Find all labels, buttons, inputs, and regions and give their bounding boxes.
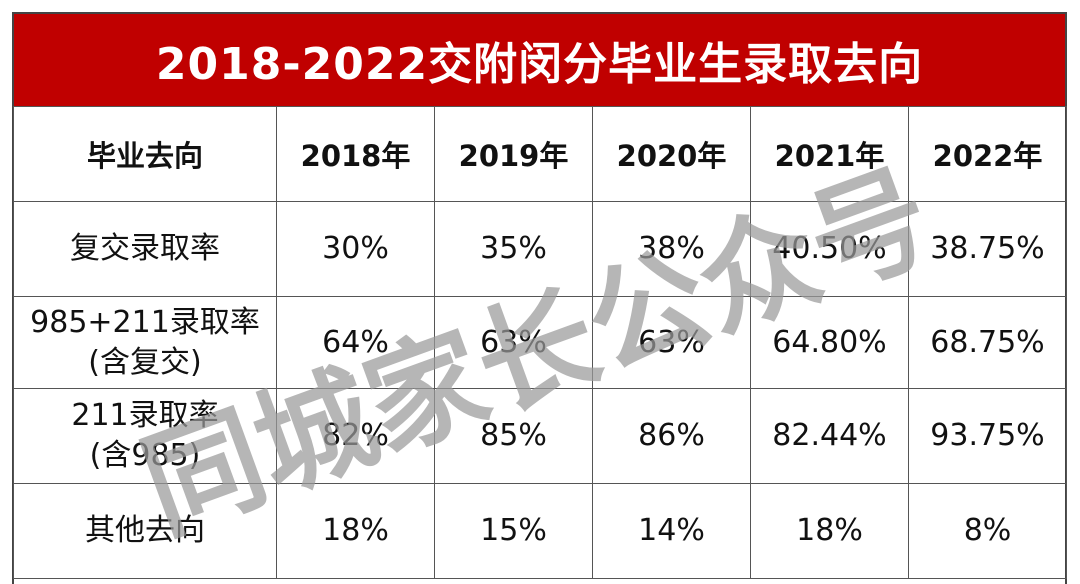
admission-table: 毕业去向 2018年 2019年 2020年 2021年 2022年 复交录取率… [13,106,1067,579]
cell-value: 86% [592,388,751,484]
header-year-2018: 2018年 [276,106,435,202]
cell-value: 68.75% [908,296,1067,389]
row-label-line2: (含复交) [88,344,202,380]
header-row: 毕业去向 2018年 2019年 2020年 2021年 2022年 [13,106,1067,202]
cell-value: 30% [276,201,435,297]
cell-value: 38% [592,201,751,297]
table-row: 985+211录取率 (含复交) 64% 63% 63% 64.80% 68.7… [13,296,1067,389]
table-title: 2018-2022交附闵分毕业生录取去向 [14,14,1065,106]
cell-value: 38.75% [908,201,1067,297]
cell-value: 63% [592,296,751,389]
row-label: 复交录取率 [13,201,277,297]
cell-value: 40.50% [750,201,909,297]
cell-value: 14% [592,483,751,579]
cell-value: 64.80% [750,296,909,389]
cell-value: 18% [276,483,435,579]
row-label-line1: 复交录取率 [70,231,220,266]
row-label-line1: 985+211录取率 [30,304,260,340]
cell-value: 93.75% [908,388,1067,484]
cell-value: 8% [908,483,1067,579]
cell-value: 35% [434,201,593,297]
row-label: 985+211录取率 (含复交) [13,296,277,389]
cell-value: 82% [276,388,435,484]
row-label-line2: (含985) [89,438,201,473]
table-row: 复交录取率 30% 35% 38% 40.50% 38.75% [13,201,1067,297]
cell-value: 64% [276,296,435,389]
row-label: 211录取率 (含985) [13,388,277,484]
row-label-line1: 其他去向 [85,513,205,548]
header-year-2019: 2019年 [434,106,593,202]
header-year-2021: 2021年 [750,106,909,202]
table-row: 211录取率 (含985) 82% 85% 86% 82.44% 93.75% [13,388,1067,484]
cell-value: 18% [750,483,909,579]
header-year-2022: 2022年 [908,106,1067,202]
cell-value: 85% [434,388,593,484]
row-label: 其他去向 [13,483,277,579]
row-label-line1: 211录取率 [71,398,219,433]
header-destination: 毕业去向 [13,106,277,202]
header-year-2020: 2020年 [592,106,751,202]
cell-value: 82.44% [750,388,909,484]
cell-value: 15% [434,483,593,579]
table-row: 其他去向 18% 15% 14% 18% 8% [13,483,1067,579]
cell-value: 63% [434,296,593,389]
